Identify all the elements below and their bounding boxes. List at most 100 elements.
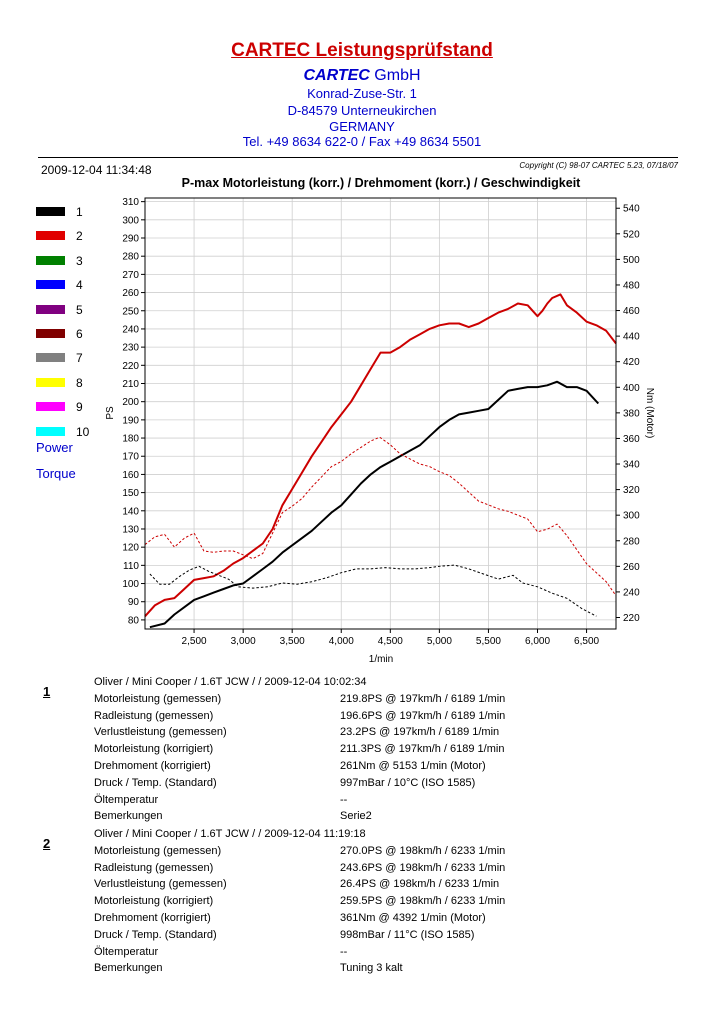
legend-item-2: 2 xyxy=(36,227,116,247)
y-left-tick-label: 150 xyxy=(122,488,139,499)
y-right-tick-label: 280 xyxy=(623,536,640,547)
y-right-tick-label: 480 xyxy=(623,280,640,291)
legend-item-3: 3 xyxy=(36,252,116,272)
y-right-tick-label: 440 xyxy=(623,332,640,343)
copyright-note: Copyright (C) 98-07 CARTEC 5.23, 07/18/0… xyxy=(519,161,678,170)
report-key: Motorleistung (korrigiert) xyxy=(94,743,214,756)
y-left-tick-label: 230 xyxy=(122,343,139,354)
report-value: 211.3PS @ 197km/h / 6189 1/min xyxy=(340,743,505,756)
series-line-1-torque xyxy=(149,564,597,617)
chart-axes: 2,500 3,000 3,500 4,000 4,500 5,000 5,500 6,000… xyxy=(122,197,640,647)
company-name-rest: GmbH xyxy=(374,67,421,84)
chart-title: P-max Motorleistung (korr.) / Drehmoment… xyxy=(182,176,582,190)
y-left-tick-label: 300 xyxy=(122,215,139,226)
company-name: CARTEC GmbH xyxy=(0,67,724,85)
x-tick-label: 4,000 xyxy=(329,636,354,647)
report-key: Öltemperatur xyxy=(94,793,159,806)
legend-label: 4 xyxy=(76,278,83,293)
plot-area xyxy=(145,198,616,629)
legend-item-8: 8 xyxy=(36,374,116,394)
legend-item-7: 7 xyxy=(36,349,116,369)
y-left-tick-label: 80 xyxy=(128,615,140,626)
report-row: Motorleistung (gemessen) 270.0PS @ 198km/… xyxy=(94,845,614,862)
report-index: 1 xyxy=(43,684,51,699)
report-key: Motorleistung (korrigiert) xyxy=(94,895,214,908)
y-right-tick-label: 220 xyxy=(623,613,640,624)
x-tick-label: 4,500 xyxy=(378,636,403,647)
legend-item-1: 1 xyxy=(36,203,116,223)
y-left-tick-label: 140 xyxy=(122,506,139,517)
report-value: 219.8PS @ 197km/h / 6189 1/min xyxy=(340,692,506,705)
y-left-tick-label: 130 xyxy=(122,524,139,535)
x-tick-label: 2,500 xyxy=(182,636,207,647)
report-value: 259.5PS @ 198km/h / 6233 1/min xyxy=(340,895,506,908)
legend-label: 2 xyxy=(76,229,83,244)
y-axis-right-label: Nm (Motor) xyxy=(644,388,655,439)
y-left-tick-label: 120 xyxy=(122,543,139,554)
report-key: Verlustleistung (gemessen) xyxy=(94,726,227,739)
legend-swatch xyxy=(36,426,65,436)
report-row: Drehmoment (korrigiert) 261Nm @ 5153 1/mi… xyxy=(94,760,614,777)
report-row: Bemerkungen Tuning 3 kalt xyxy=(94,962,614,979)
report-value: Tuning 3 kalt xyxy=(340,962,403,975)
report-value: 997mBar / 10°C (ISO 1585) xyxy=(340,776,476,789)
report-row: Drehmoment (korrigiert) 361Nm @ 4392 1/mi… xyxy=(94,912,614,929)
x-tick-label: 6,500 xyxy=(574,636,599,647)
y-right-tick-label: 520 xyxy=(623,229,640,240)
report-value: -- xyxy=(340,945,348,958)
header-divider xyxy=(38,157,678,158)
y-left-tick-label: 90 xyxy=(128,597,140,608)
y-left-tick-label: 250 xyxy=(122,306,139,317)
legend-swatch xyxy=(36,353,65,363)
legend-swatch xyxy=(36,255,65,265)
y-right-tick-label: 360 xyxy=(623,434,640,445)
report-row: Motorleistung (korrigiert) 259.5PS @ 198k… xyxy=(94,895,614,912)
chart-grid xyxy=(145,198,616,629)
legend-label: 10 xyxy=(76,424,90,439)
y-right-tick-label: 240 xyxy=(623,587,640,598)
report-value: 26.4PS @ 198km/h / 6233 1/min xyxy=(340,878,500,891)
legend-item-9: 9 xyxy=(36,398,116,418)
report-row: Verlustleistung (gemessen) 23.2PS @ 197km… xyxy=(94,726,614,743)
y-right-tick-label: 460 xyxy=(623,306,640,317)
y-left-tick-label: 100 xyxy=(122,579,139,590)
legend-swatch xyxy=(36,377,65,387)
report-value: 261Nm @ 5153 1/min (Motor) xyxy=(340,760,486,772)
x-axis-label: 1/min xyxy=(369,654,393,665)
legend-label: 5 xyxy=(76,302,83,317)
y-right-tick-label: 420 xyxy=(623,357,640,368)
y-right-tick-label: 400 xyxy=(623,383,640,394)
report-value: -- xyxy=(340,793,348,806)
report-key: Bemerkungen xyxy=(94,962,163,975)
chart-series xyxy=(144,293,617,629)
report-key: Druck / Temp. (Standard) xyxy=(94,776,217,789)
y-right-tick-label: 380 xyxy=(623,408,640,419)
legend-item-6: 6 xyxy=(36,325,116,345)
report-index: 2 xyxy=(43,836,51,851)
report-row: Druck / Temp. (Standard) 997mBar / 10°C (… xyxy=(94,777,614,794)
report-key: Radleistung (gemessen) xyxy=(94,709,214,722)
company-phone: Tel. +49 8634 622-0 / Fax +49 8634 5501 xyxy=(242,134,482,149)
legend-swatch xyxy=(36,304,65,314)
legend-swatch xyxy=(36,280,65,290)
legend-swatch xyxy=(36,329,65,338)
report-key: Druck / Temp. (Standard) xyxy=(94,928,217,941)
company-city: D-84579 Unterneukirchen xyxy=(287,103,437,118)
legend-label: 6 xyxy=(76,327,83,341)
y-axis-left-label: PS xyxy=(105,406,116,420)
y-left-tick-label: 160 xyxy=(122,470,139,481)
x-tick-label: 3,000 xyxy=(231,636,256,647)
x-tick-label: 3,500 xyxy=(280,636,305,647)
company-name-bold: CARTEC xyxy=(303,67,370,84)
y-left-tick-label: 260 xyxy=(122,288,139,299)
report-value: 270.0PS @ 198km/h / 6233 1/min xyxy=(340,844,506,857)
report-key: Motorleistung (gemessen) xyxy=(94,692,222,705)
print-datetime: 2009-12-04 11:34:48 xyxy=(41,163,152,177)
y-right-tick-label: 260 xyxy=(623,562,640,573)
legend-label: 9 xyxy=(76,400,83,415)
series-line-2-power xyxy=(144,293,617,617)
report-key: Öltemperatur xyxy=(94,945,159,958)
y-left-tick-label: 310 xyxy=(122,197,139,208)
report-header: Oliver / Mini Cooper / 1.6T JCW / / 2009… xyxy=(94,676,367,688)
